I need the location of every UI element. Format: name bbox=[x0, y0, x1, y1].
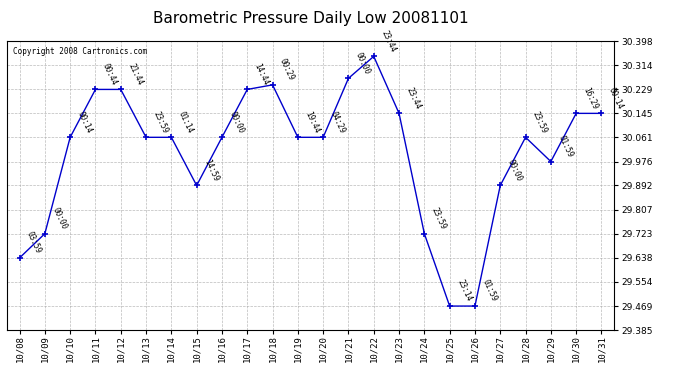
Text: 14:59: 14:59 bbox=[202, 158, 220, 183]
Text: Barometric Pressure Daily Low 20081101: Barometric Pressure Daily Low 20081101 bbox=[152, 11, 469, 26]
Text: 23:59: 23:59 bbox=[531, 110, 549, 135]
Text: 00:00: 00:00 bbox=[50, 206, 68, 231]
Text: 01:14: 01:14 bbox=[177, 110, 195, 135]
Text: 03:59: 03:59 bbox=[25, 230, 43, 255]
Text: 23:59: 23:59 bbox=[152, 110, 170, 135]
Text: 23:44: 23:44 bbox=[380, 29, 397, 54]
Text: 00:44: 00:44 bbox=[101, 62, 119, 87]
Text: 00:00: 00:00 bbox=[228, 110, 246, 135]
Text: 04:29: 04:29 bbox=[328, 110, 346, 135]
Text: 00:14: 00:14 bbox=[607, 86, 625, 111]
Text: 00:14: 00:14 bbox=[76, 110, 94, 135]
Text: 16:29: 16:29 bbox=[582, 86, 600, 111]
Text: Copyright 2008 Cartronics.com: Copyright 2008 Cartronics.com bbox=[13, 47, 147, 56]
Text: 23:14: 23:14 bbox=[455, 279, 473, 303]
Text: 01:59: 01:59 bbox=[480, 279, 498, 303]
Text: 14:44: 14:44 bbox=[253, 62, 270, 87]
Text: 23:59: 23:59 bbox=[430, 206, 448, 231]
Text: 00:00: 00:00 bbox=[506, 158, 524, 183]
Text: 19:44: 19:44 bbox=[304, 110, 322, 135]
Text: 23:44: 23:44 bbox=[404, 86, 422, 111]
Text: 21:44: 21:44 bbox=[126, 62, 144, 87]
Text: 00:00: 00:00 bbox=[354, 51, 372, 75]
Text: 00:29: 00:29 bbox=[278, 57, 296, 82]
Text: 01:59: 01:59 bbox=[556, 134, 574, 159]
